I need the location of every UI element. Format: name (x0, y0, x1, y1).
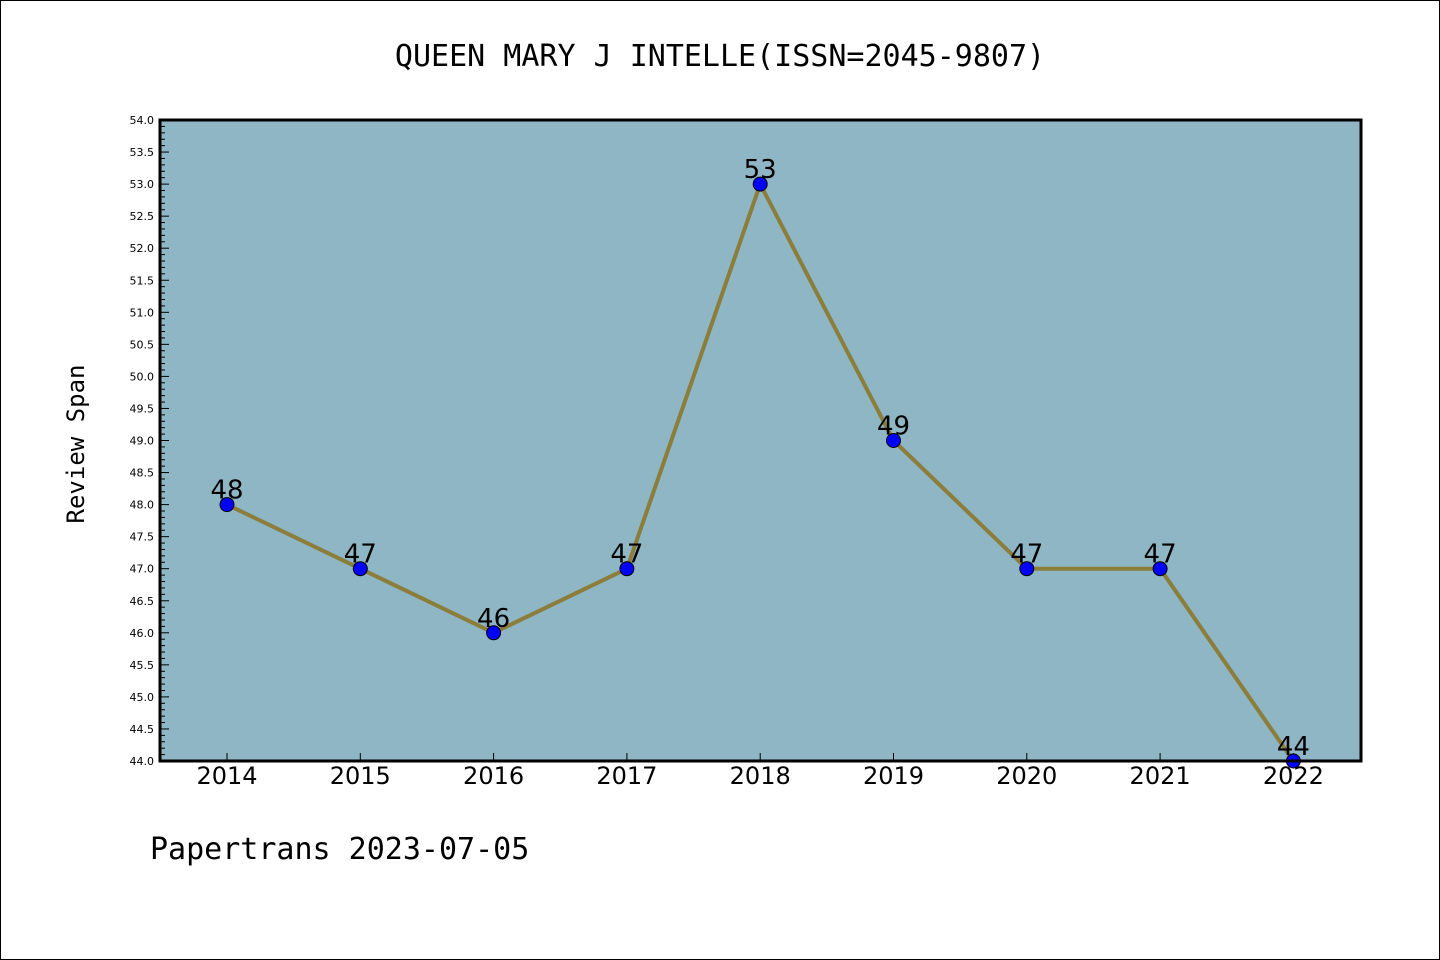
data-label: 44 (1277, 732, 1310, 762)
data-point (1019, 561, 1035, 577)
x-tick-label: 2014 (196, 762, 257, 790)
data-labels-layer: 48 47 46 47 53 49 47 47 44 (210, 155, 1309, 762)
y-tick-label: 51.5 (130, 274, 155, 287)
y-tick-label: 51.0 (130, 306, 155, 319)
data-label: 47 (344, 540, 377, 570)
data-point (886, 433, 901, 448)
footer-text: Papertrans 2023-07-05 (150, 832, 530, 867)
y-tick-label: 44.0 (130, 755, 155, 768)
data-label: 53 (744, 155, 777, 185)
y-tick-label: 47.0 (130, 563, 155, 576)
data-label: 48 (210, 476, 243, 506)
y-tick-label: 45.0 (130, 691, 155, 704)
y-tick-label: 52.5 (130, 210, 155, 223)
data-point (619, 561, 635, 577)
x-tick-label: 2019 (863, 762, 924, 790)
y-tick-label: 47.5 (130, 531, 155, 544)
y-tick-label: 54.0 (130, 114, 155, 127)
y-tick-label: 50.0 (130, 370, 155, 383)
plot-border (158, 118, 1363, 763)
data-point (752, 176, 768, 192)
chart-title: QUEEN MARY J INTELLE(ISSN=2045-9807) (395, 39, 1045, 74)
y-tick-label: 49.5 (130, 402, 155, 415)
x-tick-label: 2021 (1130, 762, 1191, 790)
plot-area (160, 120, 1361, 761)
series-layer (219, 176, 1301, 769)
data-point (219, 497, 235, 513)
y-tick-label: 52.0 (130, 242, 155, 255)
x-tick-label: 2015 (330, 762, 391, 790)
data-label: 49 (877, 412, 910, 442)
y-tick-label: 48.5 (130, 467, 155, 480)
data-point (352, 561, 368, 577)
y-tick-label: 53.5 (130, 146, 155, 159)
y-tick-label: 53.0 (130, 178, 155, 191)
y-tick-label: 50.5 (130, 338, 155, 351)
data-label: 47 (1010, 540, 1043, 570)
x-tick-label: 2017 (596, 762, 657, 790)
x-tick-label: 2016 (463, 762, 524, 790)
y-tick-label: 45.5 (130, 659, 155, 672)
y-tick-label: 48.0 (130, 499, 155, 512)
data-label: 46 (477, 604, 510, 634)
data-label: 47 (610, 540, 643, 570)
data-point (486, 625, 502, 641)
x-tick-label: 2020 (996, 762, 1057, 790)
y-tick-label: 46.0 (130, 627, 155, 640)
data-label: 47 (1144, 540, 1177, 570)
y-axis-label: Review Span (62, 365, 90, 524)
x-axis-ticks: 2014 2015 2016 2017 2018 2019 2020 2021 2022 (196, 753, 1324, 790)
y-tick-label: 44.5 (130, 723, 155, 736)
y-axis-ticks: 44.0 44.5 45.0 45.5 46.0 46.5 47.0 47.5 48.0 48.5… (130, 114, 169, 768)
y-tick-label: 49.0 (130, 435, 155, 448)
data-point (1152, 561, 1168, 577)
x-tick-label: 2018 (730, 762, 791, 790)
y-tick-label: 46.5 (130, 595, 155, 608)
